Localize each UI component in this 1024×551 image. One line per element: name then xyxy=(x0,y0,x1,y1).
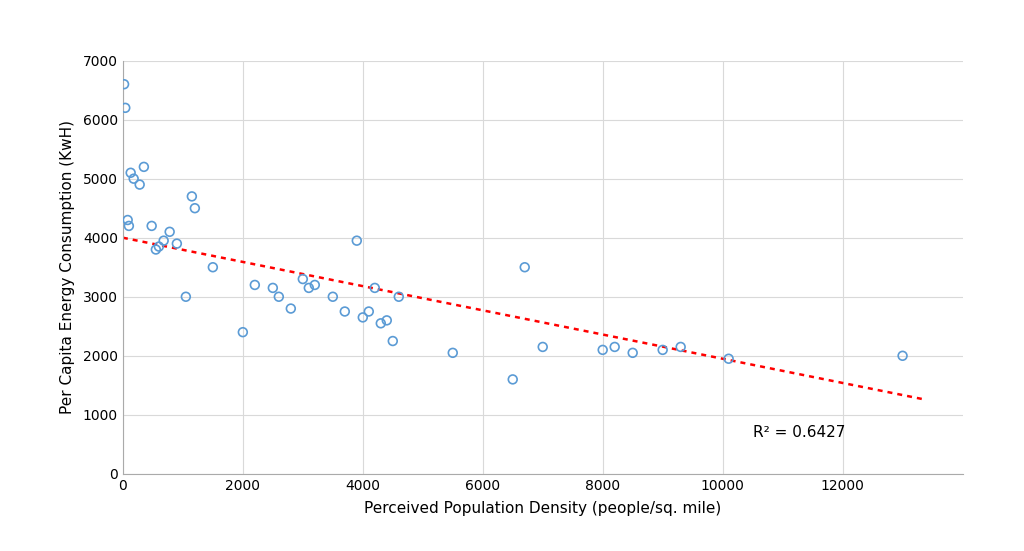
Point xyxy=(117,104,133,112)
Point xyxy=(894,352,910,360)
Point xyxy=(385,337,401,345)
Point xyxy=(337,307,353,316)
Point xyxy=(379,316,395,325)
Point xyxy=(131,180,147,189)
Point xyxy=(306,280,323,289)
Point xyxy=(151,242,167,251)
Point xyxy=(234,328,251,337)
Point xyxy=(301,283,317,292)
Point xyxy=(162,228,178,236)
Point xyxy=(654,345,671,354)
Point xyxy=(354,313,371,322)
Y-axis label: Per Capita Energy Consumption (KwH): Per Capita Energy Consumption (KwH) xyxy=(59,120,75,414)
Point xyxy=(270,293,287,301)
Point xyxy=(348,236,365,245)
Point xyxy=(169,239,185,248)
Point xyxy=(247,280,263,289)
Point xyxy=(595,345,611,354)
Text: R² = 0.6427: R² = 0.6427 xyxy=(753,425,845,440)
Point xyxy=(325,293,341,301)
Point xyxy=(295,274,311,283)
Point xyxy=(606,343,623,352)
Point xyxy=(264,283,281,292)
Point xyxy=(535,343,551,352)
Point xyxy=(178,293,195,301)
Point xyxy=(721,354,737,363)
Point xyxy=(123,169,139,177)
Point xyxy=(135,163,152,171)
Point xyxy=(186,204,203,213)
Point xyxy=(516,263,532,272)
Point xyxy=(444,348,461,357)
Point xyxy=(367,283,383,292)
Point xyxy=(673,343,689,352)
Point xyxy=(625,348,641,357)
Point xyxy=(156,236,172,245)
Point xyxy=(116,80,132,89)
X-axis label: Perceived Population Density (people/sq. mile): Perceived Population Density (people/sq.… xyxy=(365,501,721,516)
Point xyxy=(283,304,299,313)
Point xyxy=(143,222,160,230)
Point xyxy=(126,174,142,183)
Point xyxy=(505,375,521,384)
Point xyxy=(373,319,389,328)
Point xyxy=(147,245,164,254)
Point xyxy=(120,215,136,224)
Point xyxy=(183,192,200,201)
Point xyxy=(360,307,377,316)
Point xyxy=(121,222,137,230)
Point xyxy=(390,293,407,301)
Point xyxy=(205,263,221,272)
